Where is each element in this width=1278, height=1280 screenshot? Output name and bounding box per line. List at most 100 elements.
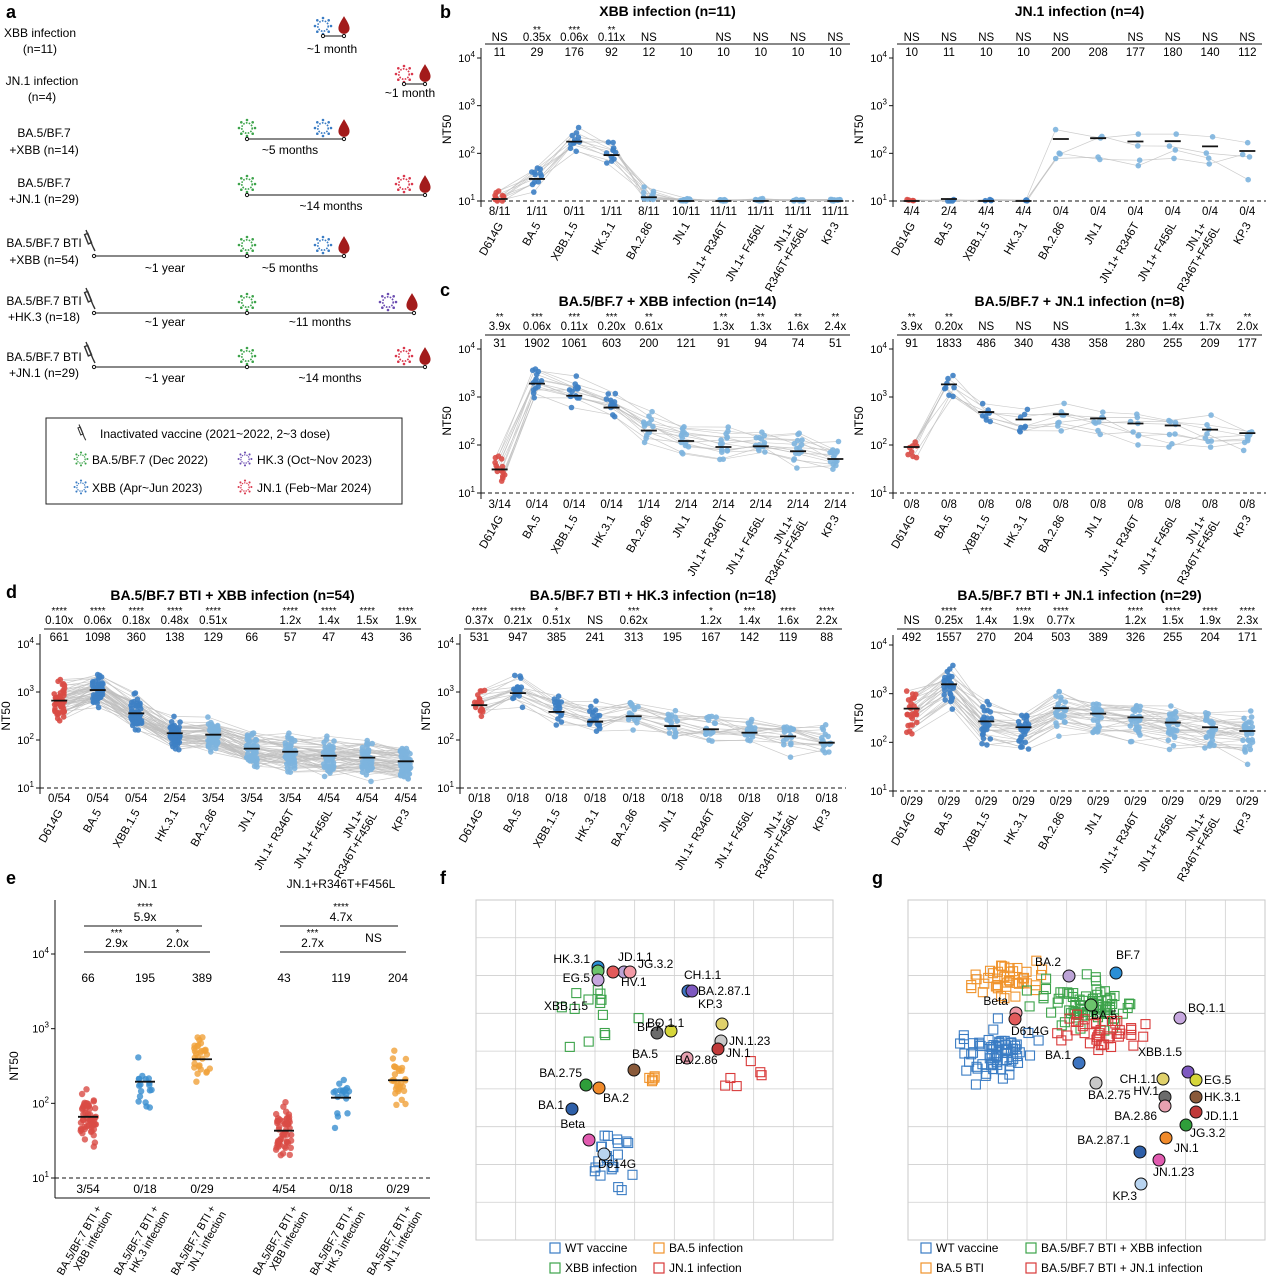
serum-square (1033, 1035, 1044, 1046)
y-tick-exponent: 3 (471, 389, 476, 398)
antigen-point (623, 965, 637, 979)
data-point (336, 1080, 343, 1087)
serum-square (1113, 1031, 1124, 1042)
chart-title: BA.5/BF.7 BTI + JN.1 infection (n=29) (957, 587, 1201, 603)
subject-trajectory (58, 678, 406, 753)
data-point (980, 704, 986, 710)
x-tick-label: BA.5/BF.7 BTI +XBB infection (55, 1204, 115, 1280)
geometric-mean-label: 66 (245, 632, 258, 644)
data-point (1094, 718, 1101, 725)
y-tick-base: 10 (458, 440, 470, 452)
serum-square (971, 1061, 982, 1072)
y-tick-base: 10 (458, 488, 470, 500)
antigen-point (1062, 969, 1076, 983)
data-point (980, 735, 987, 742)
data-point (364, 740, 371, 747)
data-point (1170, 726, 1177, 732)
serum-square (966, 983, 977, 994)
serum-square (1114, 1025, 1125, 1036)
y-tick-exponent: 3 (471, 98, 476, 107)
interval-label: ~1 month (307, 42, 357, 56)
serum-square (600, 1030, 611, 1041)
serum-square (731, 1081, 742, 1092)
y-tick-label: 104 (437, 636, 454, 651)
data-point (83, 1100, 90, 1107)
fold-change-label: 1.5x (356, 615, 378, 627)
fold-change-label: 0.37x (465, 615, 493, 627)
subject-trajectory (474, 693, 829, 745)
data-point (246, 738, 253, 745)
data-point (1247, 746, 1254, 753)
geometric-mean-label: 29 (531, 47, 544, 59)
y-axis-label: NT50 (0, 701, 13, 731)
data-point (597, 725, 603, 732)
data-point (274, 1117, 281, 1125)
geometric-mean-label: 438 (1051, 338, 1070, 350)
subject-trajectory (907, 152, 1243, 202)
y-tick-exponent: 1 (471, 193, 476, 202)
data-point (477, 688, 484, 694)
serum-square (1115, 1028, 1126, 1039)
serum-square (745, 1056, 756, 1067)
data-point (512, 672, 518, 679)
y-tick-base: 10 (870, 440, 882, 452)
data-point (787, 754, 794, 760)
data-point (588, 703, 594, 710)
data-point (558, 719, 565, 725)
data-point (903, 688, 910, 694)
fold-change-label: 1.4x (318, 615, 340, 627)
serum-square (975, 1040, 986, 1051)
cohort-label: BA.5/BF.7 BTI (6, 350, 81, 364)
fold-change-label: 0.20x (935, 321, 963, 333)
y-tick-exponent: 2 (471, 437, 476, 446)
y-tick-exponent: 1 (471, 485, 476, 494)
data-point (1173, 715, 1179, 721)
data-point (1202, 710, 1209, 716)
below-detection-count: 0/18 (661, 793, 683, 805)
data-point (205, 714, 211, 720)
y-tick-base: 10 (870, 148, 882, 160)
serum-square (1106, 1015, 1118, 1027)
data-point (1166, 143, 1173, 149)
data-point (1248, 714, 1255, 720)
fold-change-label: 1.3x (1125, 321, 1147, 333)
geometric-mean-label: 241 (586, 632, 605, 644)
serum-square (564, 1041, 575, 1052)
data-point (1166, 431, 1173, 438)
data-point (286, 1151, 293, 1159)
significance-stars: ** (496, 312, 504, 323)
antigen-label: BA.2.86 (1114, 1109, 1157, 1123)
data-point (605, 391, 612, 397)
antigen-label: EG.5 (563, 971, 591, 985)
y-tick-exponent: 2 (883, 734, 888, 743)
data-point (711, 720, 718, 726)
data-point (79, 1116, 87, 1124)
x-tick-label: HK.3.1 (574, 808, 602, 844)
data-point (1245, 176, 1251, 183)
fold-change-label: 4.7x (330, 910, 353, 924)
data-point (558, 699, 565, 705)
data-point (1097, 156, 1103, 163)
antigen-point (1072, 1056, 1086, 1070)
subject-trajectory (501, 392, 836, 482)
subject-trajectory (58, 676, 411, 761)
fold-change-label: 2.0x (1236, 321, 1258, 333)
fold-change-label: NS (978, 321, 994, 333)
chart-g-antigenic-map: BF.7 BA.2 Beta BA.5 D614G BQ.1.1 BA.1 XBB.1.5 CH… (907, 899, 1266, 1275)
x-tick-label: KP.3 (820, 221, 842, 247)
legend-label: BA.5/BF.7 BTI + XBB infection (1041, 1241, 1202, 1255)
significance-stars: ** (720, 312, 728, 323)
below-detection-count: 0/8 (1202, 499, 1218, 511)
data-point (666, 730, 673, 736)
data-point (950, 662, 956, 669)
subject-trajectory (916, 693, 1247, 737)
y-tick-exponent: 3 (45, 1021, 50, 1030)
y-axis-label: NT50 (440, 115, 454, 145)
data-point (1021, 411, 1028, 418)
antigen-point (1179, 1118, 1193, 1132)
data-point (330, 759, 337, 766)
geometric-mean-label: 947 (508, 632, 527, 644)
geometric-mean-label: 503 (1051, 632, 1070, 644)
below-detection-count: 11/11 (710, 206, 737, 218)
chart-b-xbb: XBB infection (n=11)NT50101102103104NS11… (440, 3, 854, 294)
